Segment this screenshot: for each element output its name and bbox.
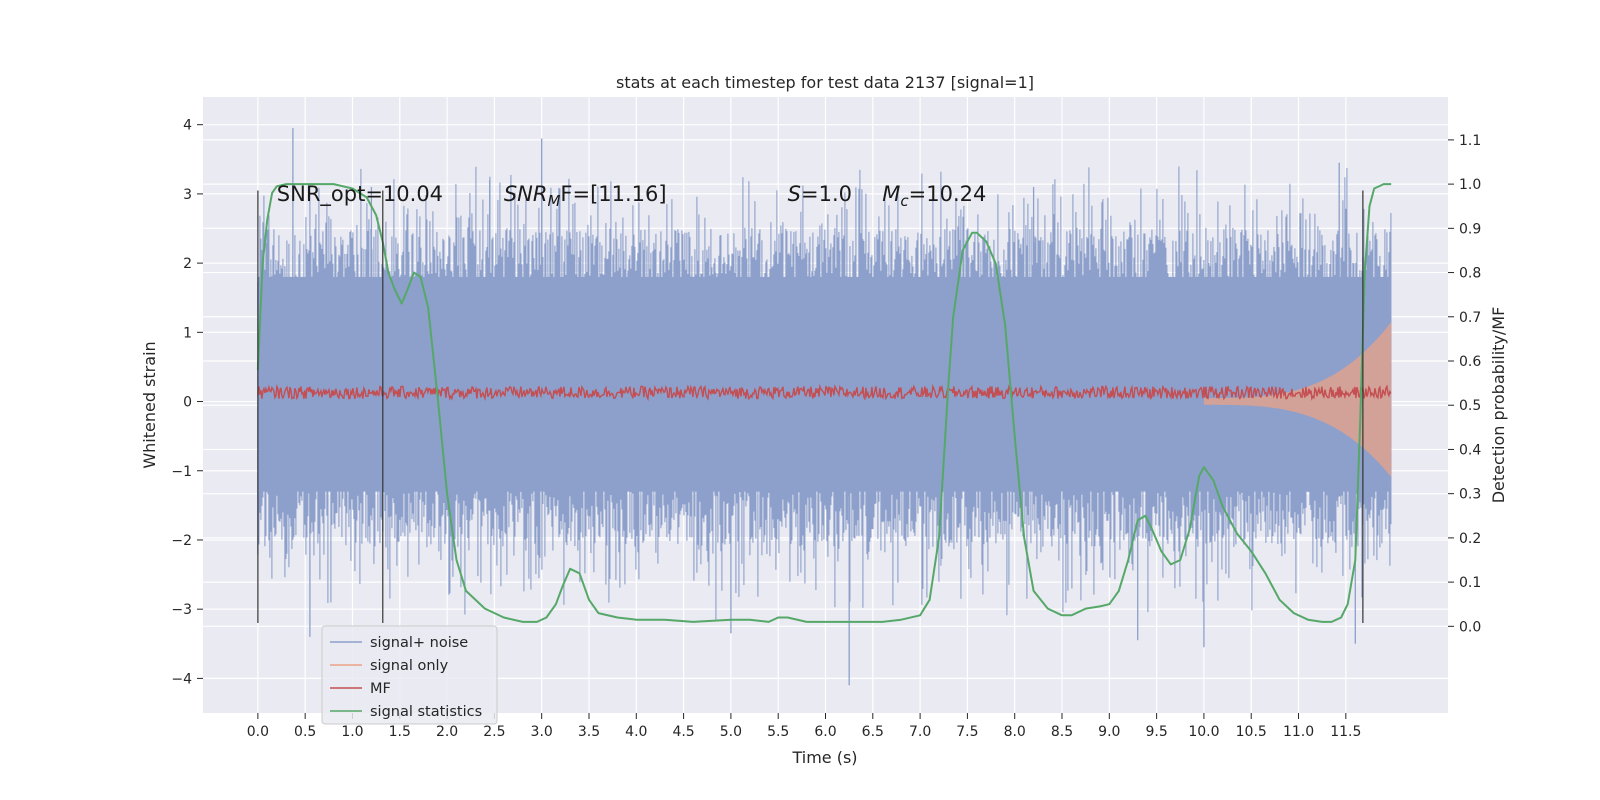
x-tick-label: 9.5	[1145, 724, 1167, 740]
x-tick-label: 11.5	[1330, 724, 1361, 740]
x-tick-label: 10.0	[1188, 724, 1219, 740]
y-tick-label: 3	[183, 187, 192, 203]
y2-tick-label: 0.2	[1459, 531, 1481, 547]
y2-tick-label: 1.1	[1459, 133, 1481, 149]
y2-tick-label: 0.7	[1459, 310, 1481, 326]
y-tick-label: −1	[171, 464, 192, 480]
x-tick-label: 2.0	[436, 724, 458, 740]
x-tick-label: 0.5	[294, 724, 316, 740]
x-tick-label: 1.0	[341, 724, 363, 740]
signal-only-chirp	[1203, 321, 1392, 478]
y2-tick-label: 0.1	[1459, 575, 1481, 591]
x-tick-label: 3.5	[578, 724, 600, 740]
y-tick-label: 2	[183, 256, 192, 272]
y2-tick-label: 0.4	[1459, 442, 1481, 458]
y-tick-label: 4	[183, 118, 192, 134]
annotations: SNR_opt=10.04 SNRMF=[11.16] S=1.0 Mc=10.24	[277, 182, 987, 210]
y2-tick-label: 0.8	[1459, 266, 1481, 282]
x-tick-label: 0.0	[247, 724, 269, 740]
annotation-1: SNRMF=[11.16]	[504, 182, 667, 210]
x-tick-label: 4.5	[672, 724, 694, 740]
x-tick-label: 8.0	[1004, 724, 1026, 740]
x-tick-label: 7.5	[956, 724, 978, 740]
y-tick-label: −2	[171, 533, 192, 549]
x-tick-label: 5.0	[720, 724, 742, 740]
series-signal-statistics	[256, 183, 1392, 623]
x-tick-label: 1.5	[389, 724, 411, 740]
chart-title: stats at each timestep for test data 213…	[616, 73, 1034, 92]
vertical-markers	[257, 190, 1364, 624]
legend-label: MF	[370, 681, 391, 697]
legend: signal+ noise signal only MF signal statist…	[321, 625, 498, 725]
x-tick-label: 7.0	[909, 724, 931, 740]
y-tick-label: 1	[183, 325, 192, 341]
x-tick-label: 6.5	[862, 724, 884, 740]
y2-tick-label: 0.3	[1459, 487, 1481, 503]
x-tick-label: 3.0	[531, 724, 553, 740]
x-tick-label: 2.5	[483, 724, 505, 740]
y2-axis-label: Detection probability/MF	[1489, 307, 1508, 504]
y2-tick-label: 0.6	[1459, 354, 1481, 370]
annotation-3: Mc=10.24	[882, 182, 986, 210]
legend-box	[321, 625, 498, 725]
y-tick-label: −3	[171, 602, 192, 618]
mf-line	[257, 383, 1392, 402]
annotation-0: SNR_opt=10.04	[277, 182, 443, 207]
series-signal-only	[1203, 321, 1392, 478]
y2-tick-label: 0.5	[1459, 398, 1481, 414]
x-tick-label: 5.5	[767, 724, 789, 740]
y2-axis-ticks: 0.0 0.1 0.2 0.3 0.4 0.5 0.6 0.7 0.8 0.9 1.0 1.1	[1448, 133, 1481, 635]
y-axis-label: Whitened strain	[140, 341, 159, 468]
legend-label: signal+ noise	[370, 635, 468, 651]
x-axis-label: Time (s)	[791, 748, 857, 767]
x-tick-label: 8.5	[1051, 724, 1073, 740]
series-mf	[257, 383, 1392, 402]
y-axis-ticks: −4 −3 −2 −1 0 1 2 3 4	[171, 118, 203, 687]
signal-statistics-line	[256, 183, 1392, 623]
y2-tick-label: 0.0	[1459, 619, 1481, 635]
annotation-2: S=1.0	[788, 182, 852, 206]
y2-tick-label: 1.0	[1459, 177, 1481, 193]
legend-label: signal only	[370, 658, 449, 674]
x-tick-label: 6.0	[814, 724, 836, 740]
series-signal-noise	[257, 128, 1392, 686]
x-tick-label: 11.0	[1283, 724, 1314, 740]
x-tick-label: 10.5	[1236, 724, 1267, 740]
y2-tick-label: 0.9	[1459, 221, 1481, 237]
x-tick-label: 9.0	[1098, 724, 1120, 740]
legend-label: signal statistics	[370, 704, 482, 720]
x-axis-ticks: 0.0 0.5 1.0 1.5 2.0 2.5 3.0 3.5 4.0 4.5 5.0 5.5 6.0 6…	[247, 713, 1361, 740]
y-tick-label: 0	[183, 395, 192, 411]
y-tick-label: −4	[171, 671, 192, 687]
x-tick-label: 4.0	[625, 724, 647, 740]
